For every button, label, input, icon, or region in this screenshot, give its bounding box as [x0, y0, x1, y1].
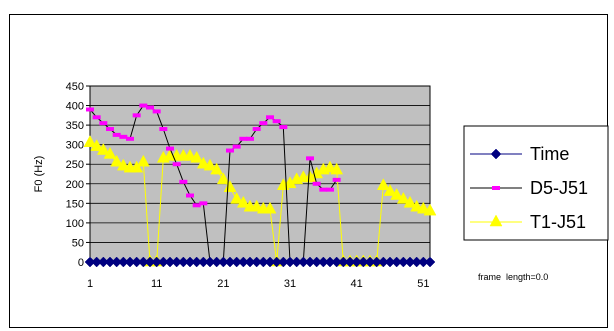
x-tick-label: 51 — [417, 278, 429, 290]
point-t1-j51 — [236, 195, 250, 208]
y-tick-label: 0 — [78, 257, 84, 269]
point-d5-j51 — [246, 136, 254, 141]
y-tick-label: 400 — [66, 101, 84, 113]
point-d5-j51 — [152, 109, 161, 114]
point-t1-j51 — [203, 158, 217, 171]
point-d5-j51 — [312, 181, 321, 186]
point-d5-j51 — [106, 127, 114, 132]
x-tick-label: 41 — [351, 278, 363, 290]
point-t1-j51 — [130, 160, 144, 173]
point-d5-j51 — [326, 187, 334, 192]
point-d5-j51 — [126, 136, 134, 141]
point-t1-j51 — [190, 150, 204, 163]
point-d5-j51 — [172, 162, 181, 167]
x-tick-label: 31 — [284, 278, 296, 290]
point-d5-j51 — [259, 121, 268, 126]
point-t1-j51 — [263, 201, 277, 214]
point-d5-j51 — [226, 148, 234, 153]
point-d5-j51 — [232, 144, 241, 149]
y-tick-label: 450 — [66, 81, 84, 93]
point-t1-j51 — [96, 143, 110, 155]
point-d5-j51 — [166, 146, 174, 151]
point-d5-j51 — [99, 121, 108, 126]
point-t1-j51 — [330, 162, 344, 175]
point-t1-j51 — [83, 135, 97, 147]
point-d5-j51 — [319, 187, 328, 192]
point-d5-j51 — [192, 203, 201, 208]
point-d5-j51 — [92, 115, 101, 120]
y-tick-label: 250 — [66, 159, 84, 171]
point-d5-j51 — [112, 132, 121, 137]
point-d5-j51 — [119, 134, 128, 139]
point-d5-j51 — [199, 201, 208, 206]
point-d5-j51 — [279, 125, 288, 130]
point-t1-j51 — [396, 191, 410, 204]
point-t1-j51 — [403, 195, 417, 208]
point-d5-j51 — [186, 193, 194, 198]
point-d5-j51 — [146, 105, 154, 110]
y-tick-label: 200 — [66, 179, 84, 191]
point-d5-j51 — [159, 127, 168, 132]
point-d5-j51 — [239, 136, 248, 141]
point-t1-j51 — [423, 203, 437, 216]
point-d5-j51 — [132, 113, 141, 118]
x-tick-label: 1 — [87, 278, 93, 290]
point-t1-j51 — [90, 139, 104, 151]
frame-length-note: frame length=0.0 — [478, 272, 549, 282]
point-d5-j51 — [306, 156, 314, 161]
point-t1-j51 — [223, 180, 237, 192]
y-tick-label: 150 — [66, 198, 84, 210]
point-t1-j51 — [110, 154, 124, 167]
point-d5-j51 — [266, 115, 274, 120]
point-t1-j51 — [103, 146, 117, 159]
y-tick-label: 350 — [66, 120, 84, 132]
point-d5-j51 — [332, 177, 341, 182]
point-d5-j51 — [179, 179, 188, 184]
legend-marker-time — [490, 148, 502, 160]
point-d5-j51 — [139, 103, 148, 108]
legend-label-time: Time — [530, 144, 569, 164]
y-axis-label: F0 (Hz) — [33, 156, 45, 193]
point-t1-j51 — [216, 172, 230, 185]
point-t1-j51 — [376, 178, 390, 190]
legend-label-t1-j51: T1-J51 — [530, 212, 586, 232]
legend-marker-t1-j51 — [489, 214, 503, 227]
point-t1-j51 — [230, 191, 244, 204]
point-t1-j51 — [210, 162, 224, 175]
point-time — [424, 256, 436, 268]
y-tick-label: 300 — [66, 140, 84, 152]
x-tick-label: 11 — [151, 278, 162, 290]
y-tick-label: 100 — [66, 218, 84, 230]
legend-label-d5-j51: D5-J51 — [530, 178, 588, 198]
point-t1-j51 — [383, 184, 397, 196]
point-t1-j51 — [136, 154, 150, 167]
legend — [463, 125, 609, 241]
y-tick-label: 50 — [72, 237, 84, 249]
legend-marker-d5-j51 — [492, 186, 500, 190]
point-d5-j51 — [86, 107, 94, 112]
point-d5-j51 — [272, 119, 281, 124]
point-d5-j51 — [252, 127, 261, 132]
x-tick-label: 21 — [217, 278, 229, 290]
point-t1-j51 — [390, 187, 404, 200]
